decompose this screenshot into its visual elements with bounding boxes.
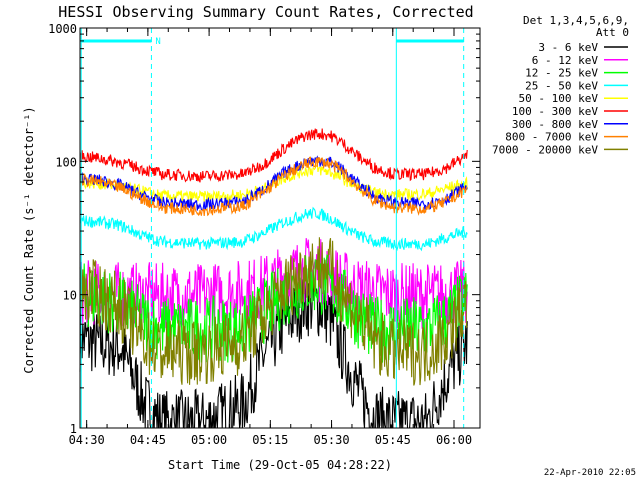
series-line bbox=[79, 156, 468, 217]
y-tick-label: 100 bbox=[55, 155, 77, 169]
chart-title: HESSI Observing Summary Count Rates, Cor… bbox=[58, 3, 473, 21]
y-tick-label: 1 bbox=[70, 422, 77, 436]
legend-entry-label: 800 - 7000 keV bbox=[505, 131, 598, 144]
axes: 04:30 04:45 05:00 05:15 05:30 05:45 06:00 1 10 10… bbox=[48, 22, 480, 447]
x-tick-label: 04:45 bbox=[130, 433, 166, 447]
series-line bbox=[79, 128, 468, 183]
legend-entry-label: 25 - 50 keV bbox=[525, 79, 598, 92]
legend-entry-label: 50 - 100 keV bbox=[519, 92, 599, 105]
legend-entry-label: 100 - 300 keV bbox=[512, 105, 598, 118]
legend-entry-label: 300 - 800 keV bbox=[512, 118, 598, 131]
plot-area: N bbox=[79, 28, 468, 429]
series-line bbox=[79, 254, 468, 363]
x-tick-label: 05:00 bbox=[191, 433, 227, 447]
x-tick-label: 05:15 bbox=[252, 433, 288, 447]
timestamp-label: 22-Apr-2010 22:05 bbox=[544, 468, 636, 478]
series-line bbox=[79, 206, 468, 252]
plot-frame bbox=[79, 27, 481, 429]
x-axis-label: Start Time (29-Oct-05 04:28:22) bbox=[168, 458, 392, 472]
x-tick-label: 05:30 bbox=[313, 433, 349, 447]
y-axis-label: Corrected Count Rate (s⁻¹ detector⁻¹) bbox=[22, 106, 36, 373]
legend-entry-label: 6 - 12 keV bbox=[532, 54, 599, 67]
series-line bbox=[79, 155, 468, 211]
y-tick-label: 1000 bbox=[48, 22, 77, 36]
x-tick-label: 05:45 bbox=[375, 433, 411, 447]
x-tick-label: 06:00 bbox=[436, 433, 472, 447]
series-line bbox=[79, 237, 468, 386]
marker-label: N bbox=[155, 37, 160, 47]
legend-entry-label: 3 - 6 keV bbox=[538, 41, 598, 54]
legend-entry-label: 7000 - 20000 keV bbox=[492, 143, 598, 156]
legend-entry-label: 12 - 25 keV bbox=[525, 67, 598, 80]
legend-header: Det 1,3,4,5,6,9, bbox=[523, 14, 629, 27]
y-tick-label: 10 bbox=[63, 289, 77, 303]
x-tick-label: 04:30 bbox=[69, 433, 105, 447]
legend-header: Att 0 bbox=[596, 26, 629, 39]
